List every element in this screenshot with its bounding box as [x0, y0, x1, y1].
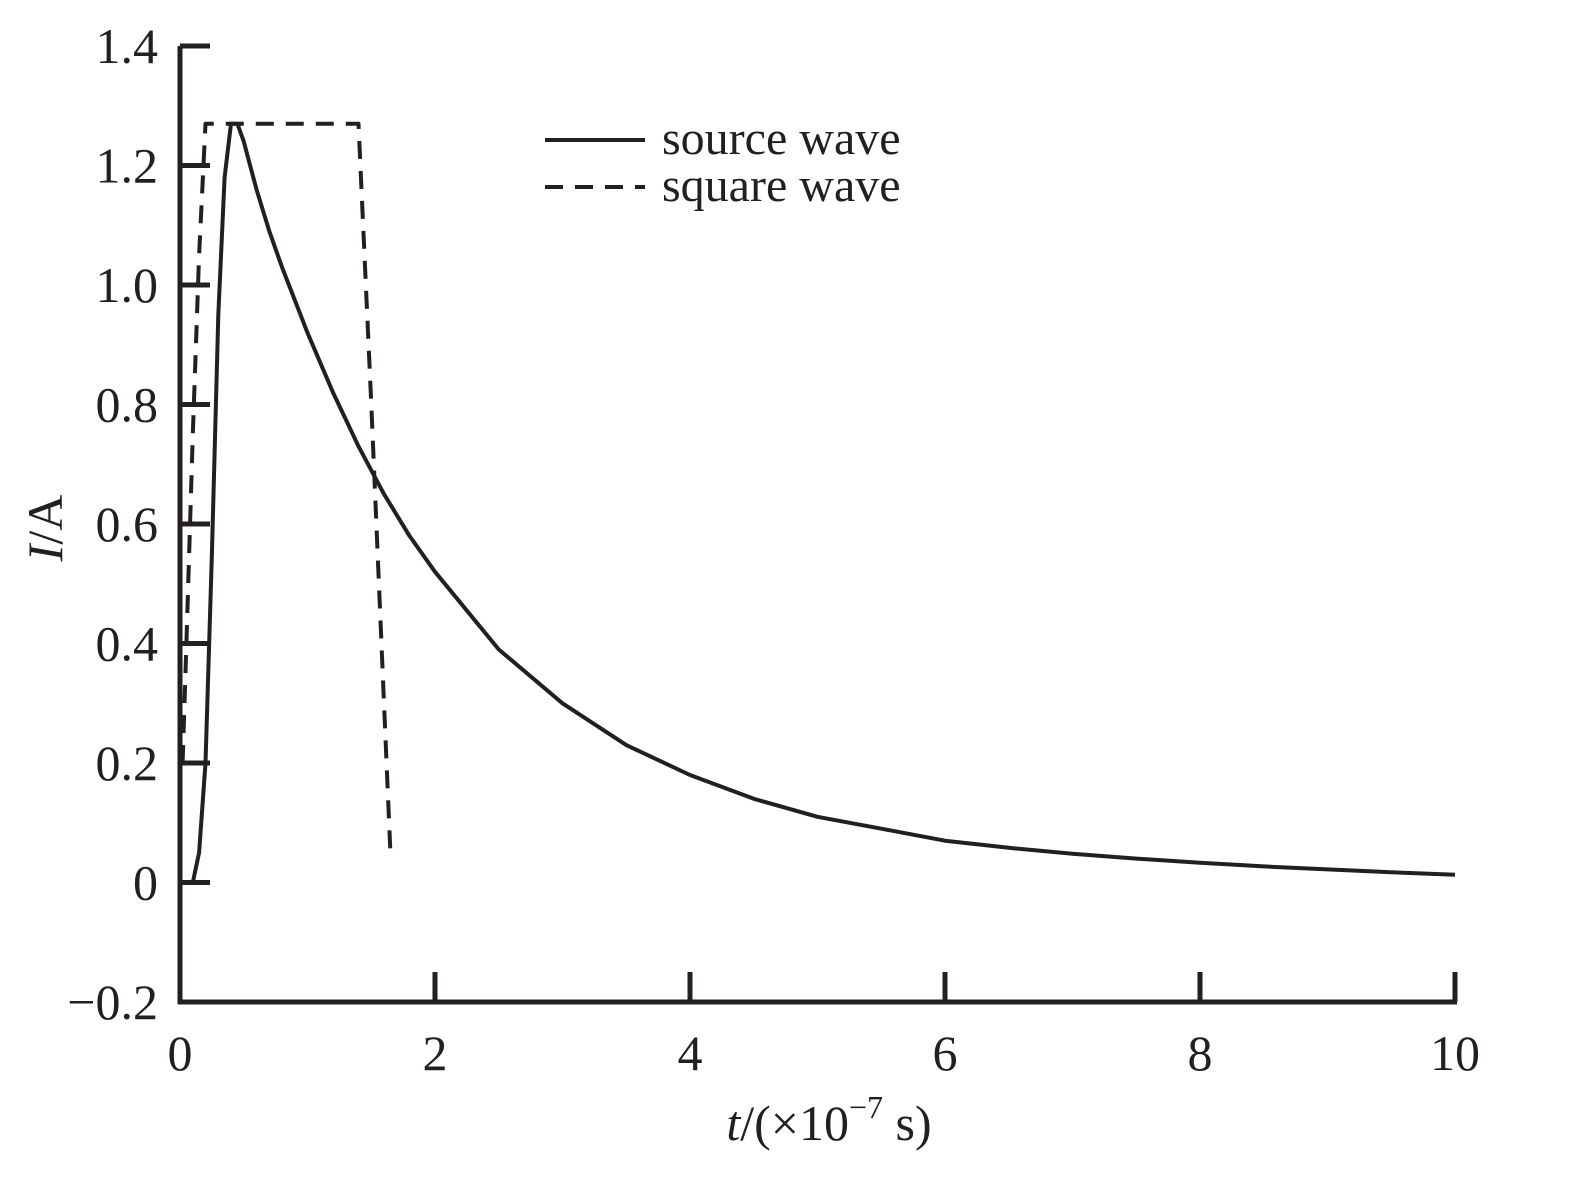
x-axis-title-suffix: s) [883, 1095, 932, 1151]
legend-label-source-wave: source wave [662, 112, 901, 165]
y-tick-label: −0.2 [67, 974, 158, 1030]
y-axis-title-unit: /A [17, 495, 73, 545]
x-tick-label: 10 [1430, 1025, 1480, 1081]
y-tick-label: 0.8 [96, 377, 159, 433]
series-layer [180, 121, 1456, 885]
x-tick-label: 0 [168, 1025, 193, 1081]
y-tick-label: 1.0 [96, 257, 159, 313]
x-axis-title-exponent: −7 [849, 1089, 883, 1125]
y-tick-label: 1.4 [96, 18, 159, 74]
x-axis-title: t/(×10−7 s) [726, 1089, 931, 1151]
x-axis-title-var: t [726, 1095, 741, 1151]
legend-label-square-wave: square wave [662, 159, 901, 212]
series-line-square-wave [180, 121, 393, 853]
x-tick-label: 4 [678, 1025, 703, 1081]
x-tick-label: 8 [1188, 1025, 1213, 1081]
x-tick-label: 6 [933, 1025, 958, 1081]
y-axis-title: I/A [17, 495, 73, 563]
y-tick-label: 0.4 [96, 616, 159, 672]
y-tick-label: 0.6 [96, 496, 159, 552]
y-tick-label: 1.2 [96, 138, 159, 194]
y-tick-label: 0 [133, 855, 158, 911]
series-line-source-wave [186, 121, 1456, 885]
x-axis-title-prefix: /(×10 [740, 1095, 849, 1151]
axes-layer: −0.200.20.40.60.81.01.21.40 2 4 6 8 10 [67, 18, 1480, 1081]
y-axis-title-var: I [17, 542, 73, 562]
x-tick-label: 2 [423, 1025, 448, 1081]
y-tick-label: 0.2 [96, 735, 159, 791]
